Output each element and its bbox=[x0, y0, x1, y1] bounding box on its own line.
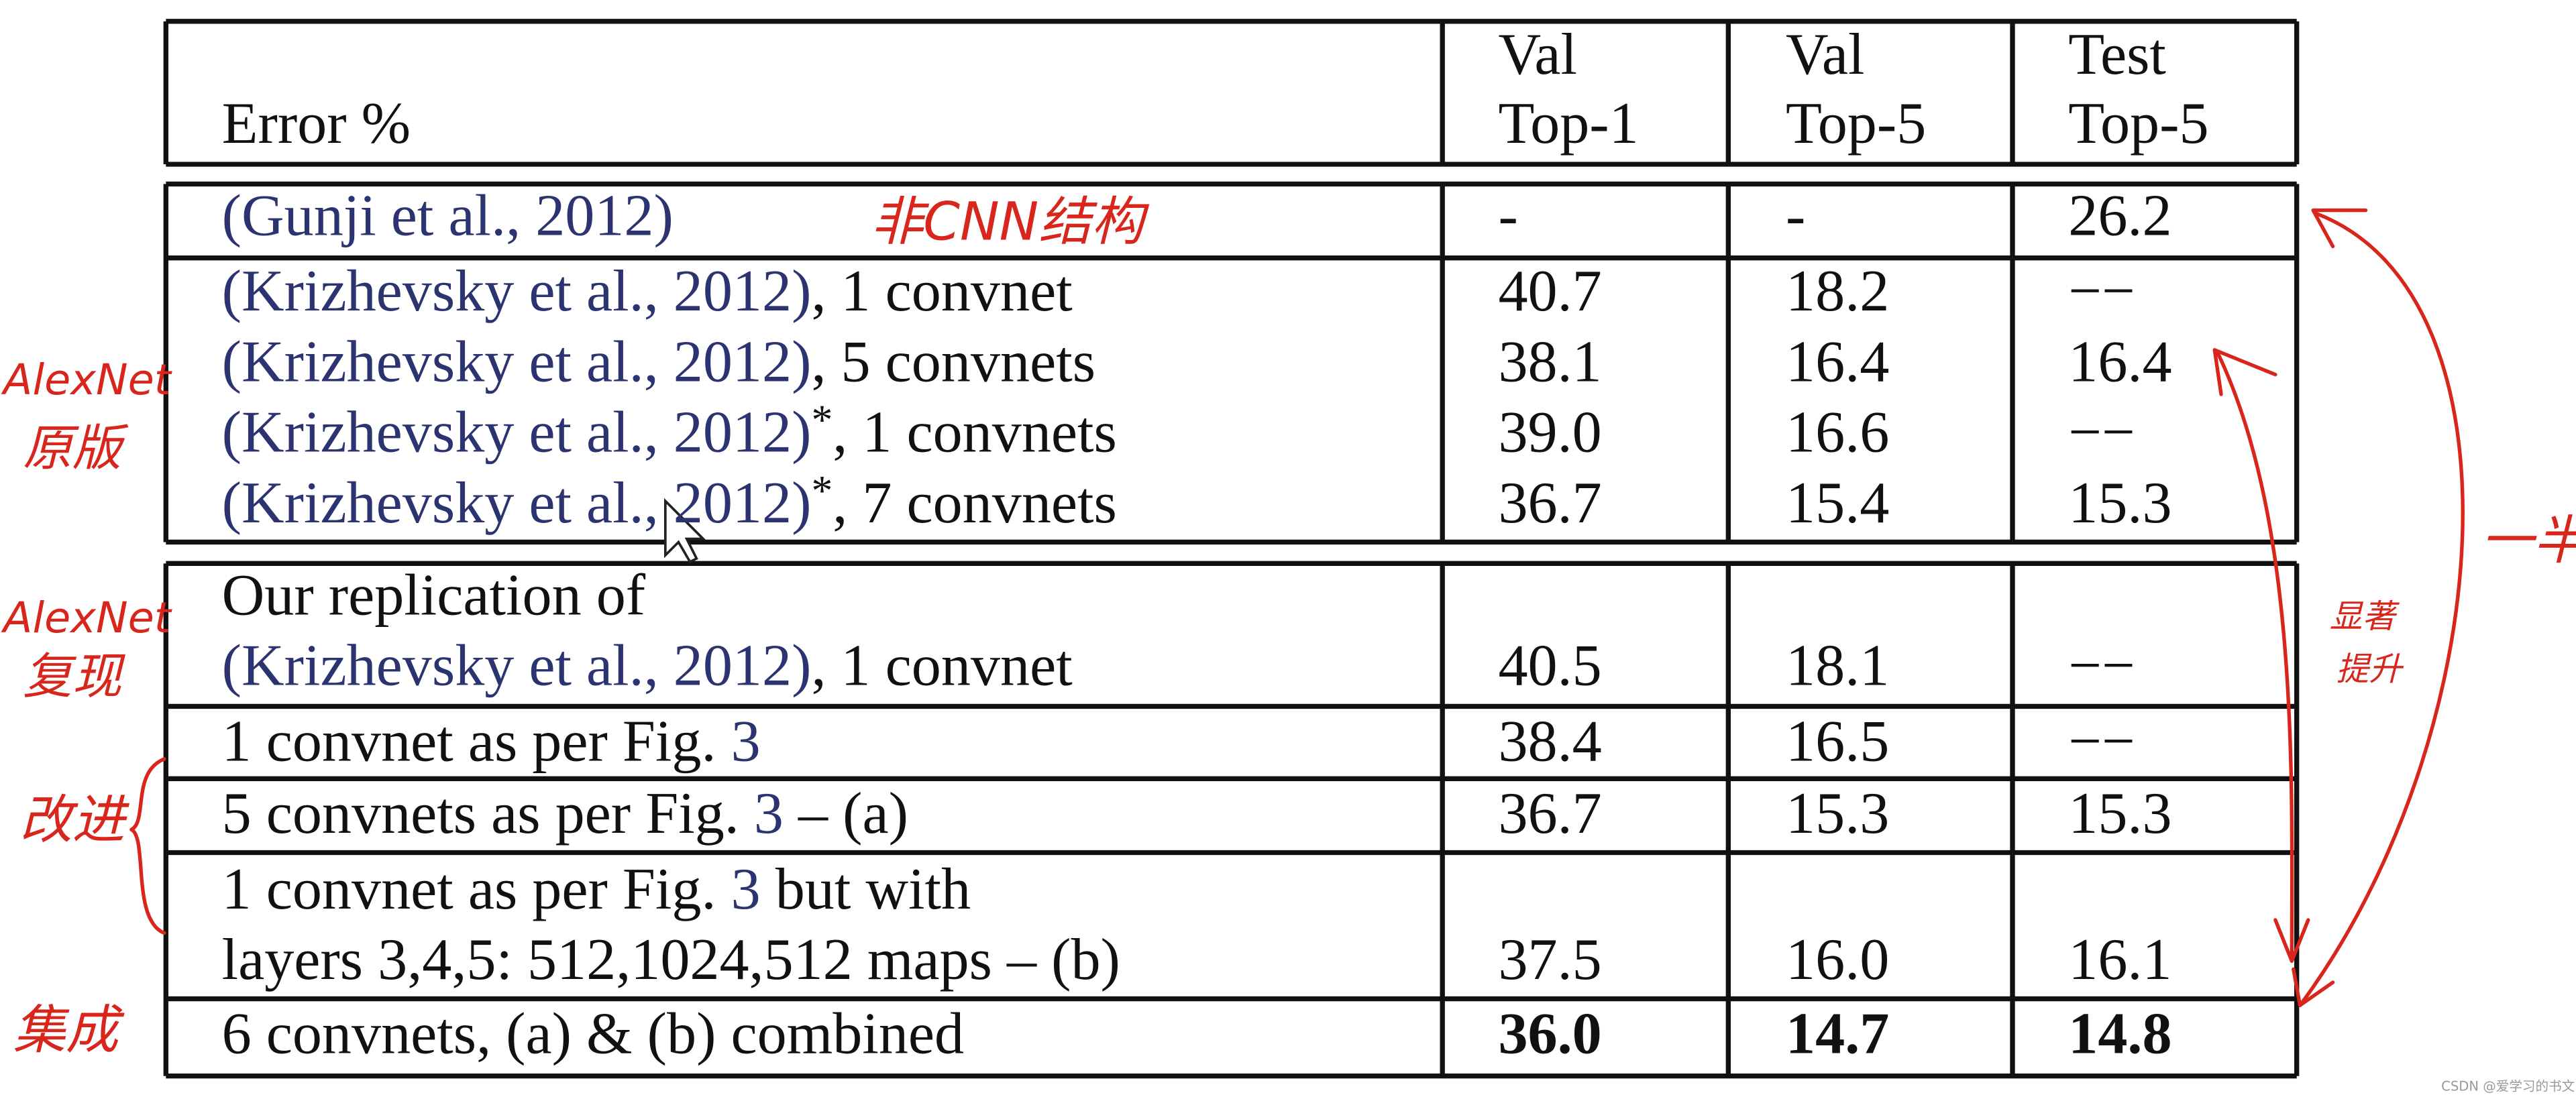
cell-value: 14.7 bbox=[1786, 1000, 1889, 1066]
text-segment: , 7 convnets bbox=[833, 470, 1117, 536]
row-label: (Krizhevsky et al., 2012), 1 convnet bbox=[222, 633, 1073, 699]
annotation: 提升 bbox=[2336, 650, 2404, 688]
annotation: 复现 bbox=[23, 648, 125, 705]
annotation: 一半 bbox=[2481, 510, 2576, 571]
row-label: 1 convnet as per Fig. 3 but with bbox=[222, 856, 971, 922]
row-label: Our replication of bbox=[222, 562, 646, 628]
text-segment: (Krizhevsky et al., 2012) bbox=[222, 400, 812, 465]
annotation: 原版 bbox=[23, 420, 128, 477]
watermark: CSDN @爱学习的书文 bbox=[2441, 1079, 2575, 1094]
cell-value: 40.5 bbox=[1498, 633, 1601, 699]
cell-value: 36.7 bbox=[1498, 470, 1601, 536]
cell-value: 38.4 bbox=[1498, 708, 1601, 774]
text-segment: (Krizhevsky et al., 2012) bbox=[222, 470, 812, 536]
cell-value: 18.1 bbox=[1786, 633, 1889, 699]
text-segment: 1 convnet as per Fig. bbox=[222, 708, 731, 774]
cell-value: 37.5 bbox=[1498, 927, 1601, 992]
cell-value: 16.5 bbox=[1786, 708, 1889, 774]
text-segment: Our replication of bbox=[222, 562, 646, 628]
text-segment: layers 3,4,5: 512,1024,512 maps – (b) bbox=[222, 927, 1120, 992]
cell-value: 15.3 bbox=[2068, 780, 2171, 846]
cell-value: −− bbox=[2068, 400, 2135, 465]
row-label: (Krizhevsky et al., 2012), 5 convnets bbox=[222, 329, 1095, 394]
handwriting-marks bbox=[129, 208, 2465, 1008]
row-label: 1 convnet as per Fig. 3 bbox=[222, 708, 761, 774]
header-label: Top-1 bbox=[1498, 91, 1638, 156]
text-segment: 5 convnets as per Fig. bbox=[222, 780, 754, 846]
cell-value: 39.0 bbox=[1498, 400, 1601, 465]
cell-value: −− bbox=[2068, 633, 2135, 699]
cell-value: 16.0 bbox=[1786, 927, 1889, 992]
cell-value: 16.6 bbox=[1786, 400, 1889, 465]
table-rules bbox=[163, 19, 2300, 1079]
cell-value: 15.4 bbox=[1786, 470, 1889, 536]
row-label: layers 3,4,5: 512,1024,512 maps – (b) bbox=[222, 927, 1120, 992]
annotation: 改进 bbox=[19, 789, 129, 850]
text-segment: , 1 convnets bbox=[833, 400, 1117, 465]
text-segment: (Gunji et al., 2012) bbox=[222, 182, 674, 248]
cell-value: 36.0 bbox=[1498, 1000, 1601, 1066]
annotation: AlexNet bbox=[1, 593, 172, 643]
annotation: AlexNet bbox=[1, 355, 172, 405]
header-label: Val bbox=[1498, 21, 1577, 87]
cell-value: - bbox=[1498, 182, 1517, 248]
cell-value: 26.2 bbox=[2068, 182, 2171, 248]
annotation: 非CNN结构 bbox=[871, 192, 1150, 253]
header-label: Top-5 bbox=[1786, 91, 1926, 156]
cell-value: - bbox=[1786, 182, 1805, 248]
text-segment: but with bbox=[761, 856, 971, 922]
text-segment: , 1 convnet bbox=[811, 258, 1072, 324]
text-segment: (Krizhevsky et al., 2012) bbox=[222, 329, 812, 394]
text-segment: 1 convnet as per Fig. bbox=[222, 856, 731, 922]
annotation: 集成 bbox=[13, 1000, 125, 1061]
cell-value: 15.3 bbox=[2068, 470, 2171, 536]
header-label: Top-5 bbox=[2068, 91, 2208, 156]
row-label: 6 convnets, (a) & (b) combined bbox=[222, 1000, 965, 1066]
text-segment: 3 bbox=[754, 780, 784, 846]
row-label: (Krizhevsky et al., 2012)*, 1 convnets bbox=[222, 396, 1117, 465]
header-label: Test bbox=[2068, 21, 2166, 87]
text-segment: , 1 convnet bbox=[811, 633, 1072, 699]
text-segment: * bbox=[811, 467, 833, 514]
row-label: (Gunji et al., 2012) bbox=[222, 182, 674, 248]
annotation: 显著 bbox=[2330, 597, 2400, 636]
cell-value: 36.7 bbox=[1498, 780, 1601, 846]
cell-value: 18.2 bbox=[1786, 258, 1889, 324]
text-segment: 3 bbox=[731, 856, 761, 922]
text-segment: (Krizhevsky et al., 2012) bbox=[222, 258, 812, 324]
cell-value: 16.4 bbox=[1786, 329, 1889, 394]
text-segment: 6 convnets, (a) & (b) combined bbox=[222, 1000, 965, 1066]
text-segment: (Krizhevsky et al., 2012) bbox=[222, 633, 812, 699]
cell-value: 16.1 bbox=[2068, 927, 2171, 992]
cell-value: −− bbox=[2068, 258, 2135, 324]
cell-value: 16.4 bbox=[2068, 329, 2171, 394]
row-label: (Krizhevsky et al., 2012), 1 convnet bbox=[222, 258, 1073, 324]
text-segment: – (a) bbox=[784, 780, 908, 846]
text-segment: 3 bbox=[731, 708, 761, 774]
text-segment: * bbox=[811, 396, 833, 444]
header-label: Error % bbox=[222, 91, 411, 156]
text-segment: , 5 convnets bbox=[811, 329, 1095, 394]
cell-value: 40.7 bbox=[1498, 258, 1601, 324]
cell-value: 14.8 bbox=[2068, 1000, 2171, 1066]
header-label: Val bbox=[1786, 21, 1865, 87]
cell-value: 15.3 bbox=[1786, 780, 1889, 846]
cell-value: −− bbox=[2068, 708, 2135, 774]
cell-value: 38.1 bbox=[1498, 329, 1601, 394]
row-label: 5 convnets as per Fig. 3 – (a) bbox=[222, 780, 908, 846]
row-label: (Krizhevsky et al., 2012)*, 7 convnets bbox=[222, 467, 1117, 536]
